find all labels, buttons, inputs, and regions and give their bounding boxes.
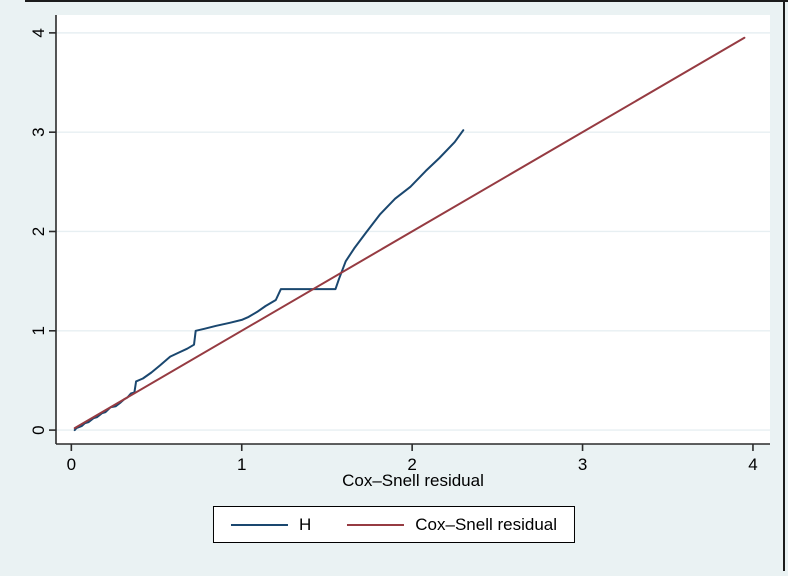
- legend-entry-1: Cox–Snell residual: [347, 516, 557, 533]
- series-line-0: [73, 129, 465, 432]
- x-tick-label-0: 0: [67, 455, 76, 474]
- x-axis-title: Cox–Snell residual: [342, 471, 484, 490]
- legend-label-0: H: [298, 515, 312, 534]
- y-tick-label-4: 4: [29, 28, 48, 37]
- y-tick-label-3: 3: [29, 127, 48, 136]
- plot-area: [56, 15, 770, 444]
- legend: H Cox–Snell residual: [212, 506, 576, 543]
- x-axis: 0 1 2 3 4: [56, 443, 770, 474]
- legend-line-sample-0: [230, 523, 288, 526]
- y-tick-label-1: 1: [29, 326, 48, 335]
- x-tick-label-4: 4: [748, 455, 757, 474]
- series-line-1: [73, 36, 746, 430]
- legend-line-sample-1: [347, 523, 405, 526]
- y-tick-label-0: 0: [29, 425, 48, 434]
- window-border-right: [783, 0, 785, 571]
- window-border-top: [25, 0, 788, 2]
- y-tick-label-2: 2: [29, 227, 48, 236]
- y-axis: 0 1 2 3 4: [29, 15, 57, 444]
- x-tick-label-1: 1: [237, 455, 246, 474]
- x-tick-label-3: 3: [578, 455, 587, 474]
- x-tick-label-2: 2: [407, 455, 416, 474]
- series-lines: [73, 36, 746, 432]
- legend-entry-0: H: [230, 515, 312, 534]
- legend-label-1: Cox–Snell residual: [415, 515, 558, 534]
